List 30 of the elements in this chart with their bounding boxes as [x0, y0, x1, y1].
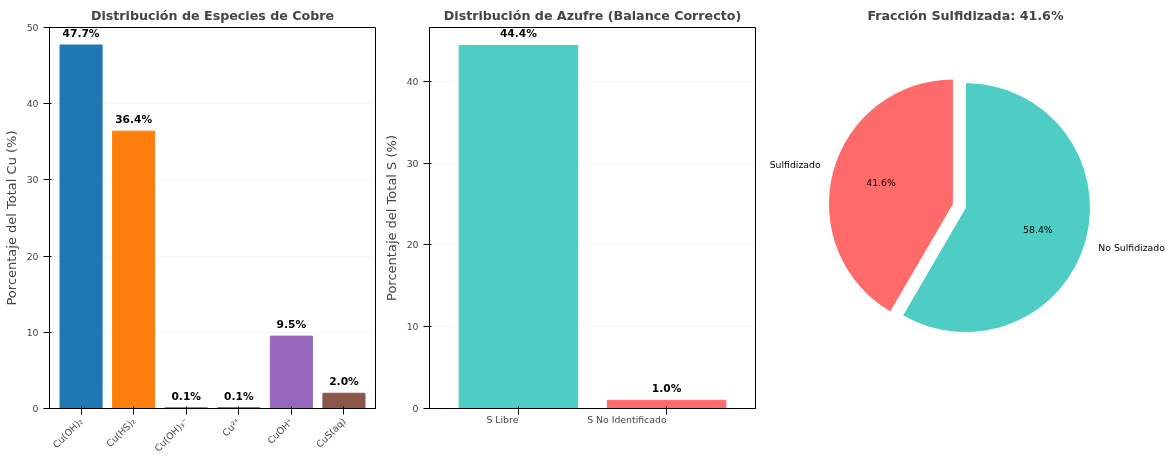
y-tick-label: 10: [26, 326, 39, 338]
y-tick-label: 20: [406, 239, 419, 251]
y-tick-label: 10: [406, 321, 419, 333]
x-tick-label: S Libre: [486, 414, 519, 425]
y-tick-label: 40: [406, 75, 419, 87]
slice-label: No Sulfidizado: [1098, 241, 1166, 253]
data-label: 0.1%: [171, 389, 202, 403]
data-label: 47.7%: [62, 27, 100, 41]
data-label: 2.0%: [329, 375, 360, 389]
y-tick-label: 50: [26, 22, 39, 33]
data-label: 58.4%: [1023, 223, 1053, 235]
chart-title: Distribución de Especies de Cobre: [90, 7, 335, 23]
x-tick-label: S No Identificado: [587, 414, 667, 425]
y-tick-label: 30: [406, 157, 419, 169]
y-tick-label: 20: [26, 250, 39, 262]
data-label: 36.4%: [115, 113, 153, 127]
chart-title: Distribución de Azufre (Balance Correcto): [443, 7, 742, 23]
y-tick-label: 30: [26, 174, 39, 186]
data-label: 1.0%: [651, 382, 682, 396]
data-label: 0.1%: [224, 389, 254, 403]
y-tick-label: 0: [412, 403, 419, 414]
y-tick-label: 40: [26, 98, 39, 110]
chart-title: Fracción Sulfidizada: 41.6%: [867, 7, 1064, 23]
y-axis-title: Porcentaje del Total Cu (%): [3, 130, 19, 306]
slice-label: Sulfidizado: [769, 158, 821, 170]
y-tick-label: 0: [32, 403, 39, 414]
data-label: 41.6%: [866, 176, 896, 188]
y-axis-title: Porcentaje del Total S (%): [383, 135, 399, 301]
data-label: 44.4%: [499, 27, 538, 41]
data-label: 9.5%: [276, 318, 307, 332]
